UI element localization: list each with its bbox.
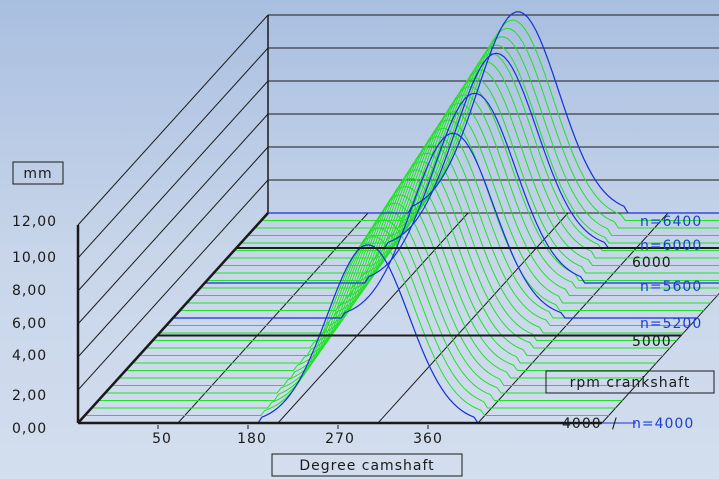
y-tick-label: 0,00 (12, 421, 47, 437)
grid-layer (77, 14, 719, 424)
x-tick-label: 270 (325, 431, 355, 447)
waterfall-curve (84, 235, 609, 416)
depth-tick-label: 5000 (632, 334, 672, 350)
y-axis-label: mm (23, 166, 52, 182)
waterfall-curve (193, 102, 718, 296)
y-tick-label: 4,00 (12, 348, 47, 364)
y-tick-label: 10,00 (12, 250, 57, 266)
waterfall-curve (145, 161, 670, 349)
side-gridline (77, 179, 269, 391)
series-label-n5600: n=5600 (640, 279, 702, 295)
series-label-n6000: n=6000 (640, 238, 702, 254)
x-axis-label: Degree camshaft (299, 458, 434, 474)
y-tick-label: 12,00 (12, 214, 57, 230)
depth-separator: / (612, 416, 618, 432)
waterfall-curve (261, 19, 719, 221)
waterfall-curve (234, 52, 719, 251)
series-line (173, 132, 697, 319)
waterfall-curve (213, 77, 719, 274)
waterfall-curve (159, 144, 684, 334)
y-tick-label: 6,00 (12, 316, 47, 332)
x-label-box (271, 453, 463, 477)
waterfall-curve (206, 86, 719, 281)
waterfall-curve (152, 152, 677, 341)
waterfall-curve (125, 185, 650, 371)
y-tick-label: 2,00 (12, 388, 47, 404)
waterfall-curve (139, 169, 664, 356)
waterfall-curve (186, 111, 711, 304)
x-tick-label: 50 (152, 431, 172, 447)
side-gridline (77, 146, 269, 358)
waterfall-curve (227, 61, 719, 259)
depth-tick-label: 6000 (632, 255, 672, 271)
side-gridline (77, 113, 269, 325)
waterfall-curve (179, 119, 704, 311)
series-label-n4000: n=4000 (632, 416, 694, 432)
depth-tick-label: 4000 (562, 416, 602, 432)
waterfall-curve (78, 244, 602, 424)
depth-axis-label: rpm crankshaft (570, 375, 691, 391)
series-label-n6400: n=6400 (640, 214, 702, 230)
y-unit-box (12, 161, 64, 185)
waterfall-curve (247, 36, 719, 236)
axis-layer (76, 212, 719, 429)
y-tick-label: 8,00 (12, 283, 47, 299)
side-gridline (77, 47, 269, 259)
series-line (78, 244, 602, 424)
waterfall-curve (254, 27, 719, 229)
x-tick-label: 360 (413, 431, 443, 447)
x-tick-label: 180 (237, 431, 267, 447)
waterfall-curve (240, 44, 719, 244)
waterfall-curve (105, 210, 630, 394)
side-gridline (77, 14, 269, 226)
side-gridline (77, 80, 269, 292)
depth-label-box (545, 370, 715, 394)
waterfall-curve (200, 94, 719, 289)
waterfall-curve (166, 136, 691, 326)
waterfall-curve (91, 227, 616, 409)
series-label-n5200: n=5200 (640, 316, 702, 332)
waterfall-curve (220, 69, 719, 266)
